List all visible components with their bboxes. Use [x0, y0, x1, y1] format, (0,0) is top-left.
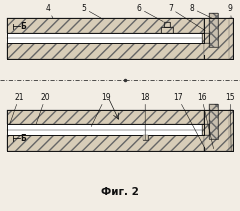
Bar — [202, 124, 209, 135]
Bar — [209, 104, 218, 139]
Text: 17: 17 — [173, 93, 205, 149]
Bar — [209, 13, 218, 47]
Text: 18: 18 — [140, 93, 150, 140]
Bar — [229, 110, 233, 151]
Text: 20: 20 — [36, 93, 50, 124]
Bar — [204, 110, 233, 151]
Text: 15: 15 — [226, 93, 235, 151]
Text: 8: 8 — [190, 4, 214, 19]
Bar — [209, 13, 218, 47]
Bar — [229, 18, 233, 59]
Text: 7: 7 — [168, 4, 205, 31]
Text: 19: 19 — [91, 93, 110, 127]
Bar — [202, 33, 209, 43]
Bar — [202, 124, 209, 135]
Text: Б: Б — [20, 134, 26, 143]
Bar — [229, 110, 233, 151]
Text: 9: 9 — [228, 4, 233, 18]
Bar — [143, 135, 148, 140]
Bar — [164, 22, 170, 27]
Text: Фиг. 2: Фиг. 2 — [101, 187, 139, 197]
Bar — [7, 124, 204, 135]
Bar — [209, 104, 218, 139]
Bar — [7, 110, 204, 124]
Bar — [7, 43, 204, 59]
Bar — [7, 33, 204, 43]
Text: 5: 5 — [82, 4, 101, 18]
Text: 6: 6 — [137, 4, 163, 22]
Bar — [202, 33, 209, 43]
Bar — [204, 18, 233, 59]
Bar — [7, 135, 204, 151]
Bar — [164, 22, 170, 27]
Bar — [161, 27, 173, 33]
Bar — [161, 27, 173, 33]
Text: 16: 16 — [197, 93, 214, 149]
Bar — [7, 18, 204, 33]
Text: 4: 4 — [46, 4, 53, 18]
Bar — [143, 135, 148, 140]
Text: 21: 21 — [10, 93, 24, 124]
Text: Б: Б — [20, 22, 26, 31]
Bar — [229, 18, 233, 59]
